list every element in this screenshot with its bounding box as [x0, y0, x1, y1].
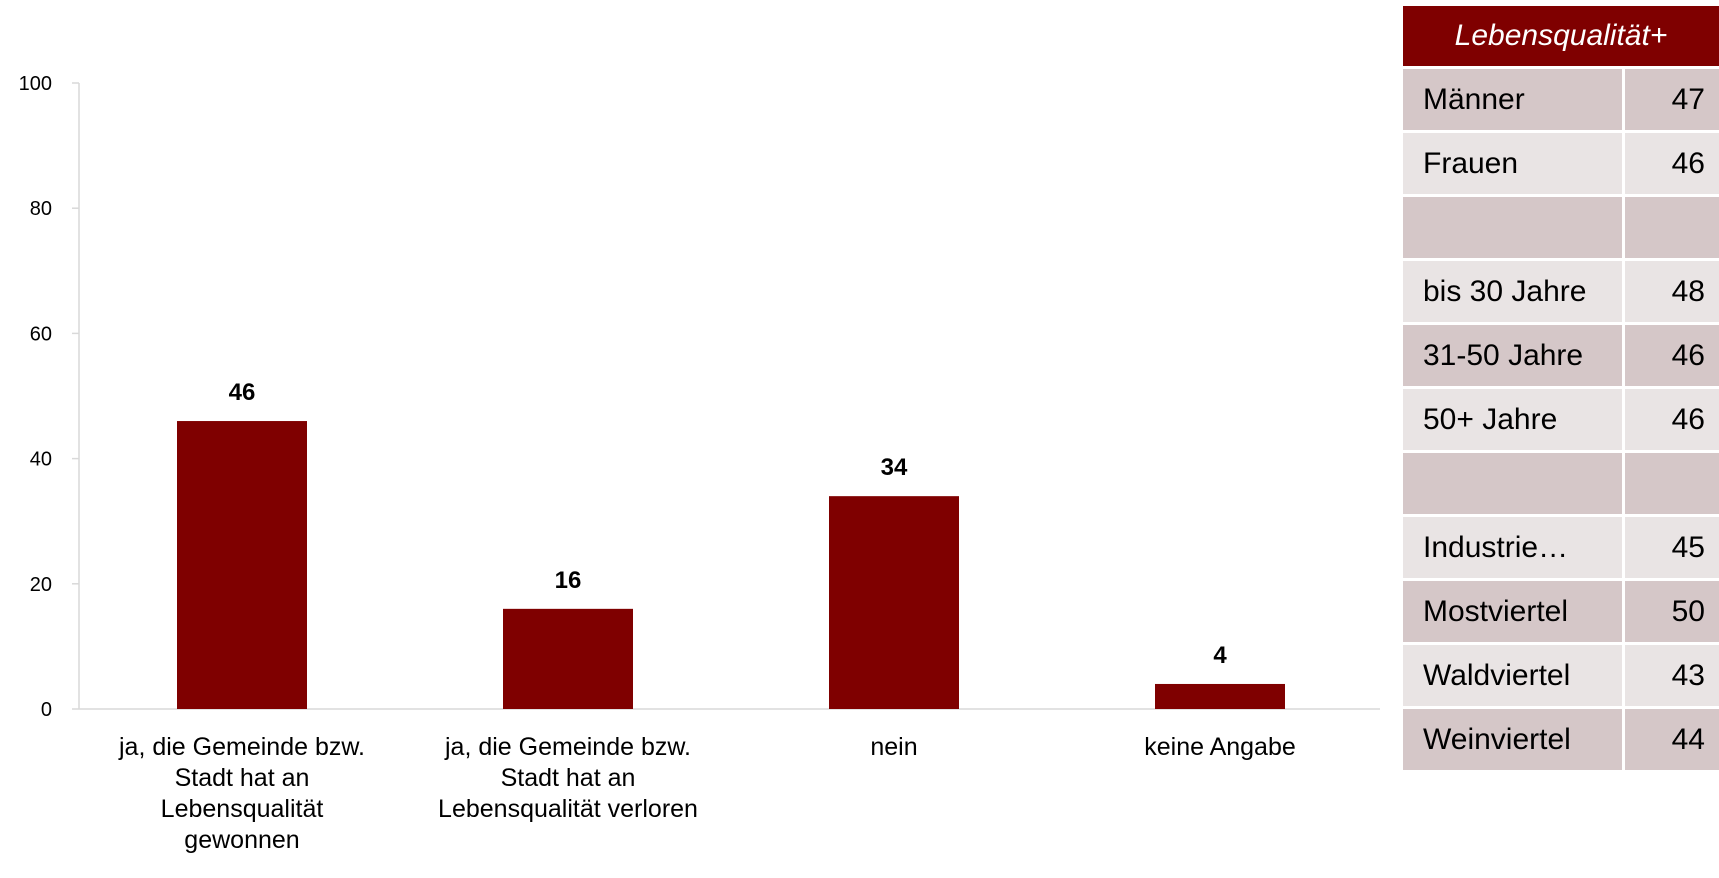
bar-chart: 0 20 40 60 80 100 46 16 34 4 ja, die Gemeinde bzw… — [19, 73, 1380, 856]
table-row: 31-50 Jahre 46 — [1403, 325, 1719, 386]
table-header: Lebensqualität+ — [1403, 6, 1719, 66]
table-row-label: bis 30 Jahre — [1403, 261, 1622, 322]
table-row: Industrie… 45 — [1403, 517, 1719, 578]
table-row-value — [1625, 453, 1719, 514]
table-row — [1403, 453, 1719, 514]
y-tick-label: 20 — [30, 574, 52, 596]
x-tick-label-line: nein — [870, 733, 918, 761]
table-row-label: Mostviertel — [1403, 581, 1622, 642]
y-tick-label: 80 — [30, 198, 52, 220]
table-row-value: 43 — [1625, 645, 1719, 706]
table-row-value: 44 — [1625, 709, 1719, 770]
table-row: Weinviertel 44 — [1403, 709, 1719, 770]
table-row-label: Männer — [1403, 69, 1622, 130]
table-rows: Männer 47 Frauen 46 bis 30 Jahre 48 31-50 Jahr… — [1403, 69, 1719, 770]
bar — [177, 421, 307, 709]
x-tick-label-line: keine Angabe — [1144, 733, 1296, 761]
table-row-value: 45 — [1625, 517, 1719, 578]
x-tick-label-line: ja, die Gemeinde bzw. — [119, 733, 365, 761]
y-tick-label: 40 — [30, 449, 52, 471]
table-row: Frauen 46 — [1403, 133, 1719, 194]
table-row — [1403, 197, 1719, 258]
data-label: 4 — [1213, 642, 1227, 669]
data-label: 16 — [555, 567, 582, 594]
table-row-label: Industrie… — [1403, 517, 1622, 578]
table-row: Mostviertel 50 — [1403, 581, 1719, 642]
table-row-value: 48 — [1625, 261, 1719, 322]
table-row: Männer 47 — [1403, 69, 1719, 130]
table-row-label: Waldviertel — [1403, 645, 1622, 706]
data-label: 34 — [881, 454, 908, 481]
x-tick-label-line: Lebensqualität — [160, 795, 324, 823]
bar — [503, 608, 633, 709]
table-row-value — [1625, 197, 1719, 258]
x-tick-label-line: ja, die Gemeinde bzw. — [445, 733, 691, 761]
y-tick-label: 100 — [19, 73, 52, 95]
x-tick-label: ja, die Gemeinde bzw. Stadt hat an Lebensq… — [418, 732, 718, 825]
bar — [1155, 683, 1285, 709]
x-tick-label: keine Angabe — [1070, 732, 1370, 763]
table-row: 50+ Jahre 46 — [1403, 389, 1719, 450]
x-tick-label: ja, die Gemeinde bzw. Stadt hat an Lebensq… — [92, 732, 392, 856]
x-tick-label-line: Stadt hat an — [500, 764, 636, 792]
table-row-value: 46 — [1625, 133, 1719, 194]
table-row-label: Frauen — [1403, 133, 1622, 194]
y-tick-label: 60 — [30, 323, 52, 345]
chart-svg: 0 20 40 60 80 100 46 16 34 4 — [19, 73, 1380, 721]
table-row-label — [1403, 453, 1622, 514]
table-row-value: 46 — [1625, 325, 1719, 386]
x-tick-label-line: Stadt hat an — [174, 764, 310, 792]
x-tick-label: nein — [744, 732, 1044, 763]
x-tick-label-line: gewonnen — [184, 826, 300, 854]
table-row-label — [1403, 197, 1622, 258]
table-row-value: 46 — [1625, 389, 1719, 450]
table-row-value: 50 — [1625, 581, 1719, 642]
table-row-label: 50+ Jahre — [1403, 389, 1622, 450]
table-row: Waldviertel 43 — [1403, 645, 1719, 706]
table-row: bis 30 Jahre 48 — [1403, 261, 1719, 322]
table-row-label: Weinviertel — [1403, 709, 1622, 770]
data-label: 46 — [229, 379, 256, 406]
quality-of-life-table: Lebensqualität+ Männer 47 Frauen 46 bis 30 J… — [1403, 6, 1719, 773]
table-row-label: 31-50 Jahre — [1403, 325, 1622, 386]
y-tick-label: 0 — [41, 699, 52, 721]
x-tick-label-line: Lebensqualität verloren — [438, 795, 698, 823]
bar — [829, 496, 959, 709]
table-row-value: 47 — [1625, 69, 1719, 130]
